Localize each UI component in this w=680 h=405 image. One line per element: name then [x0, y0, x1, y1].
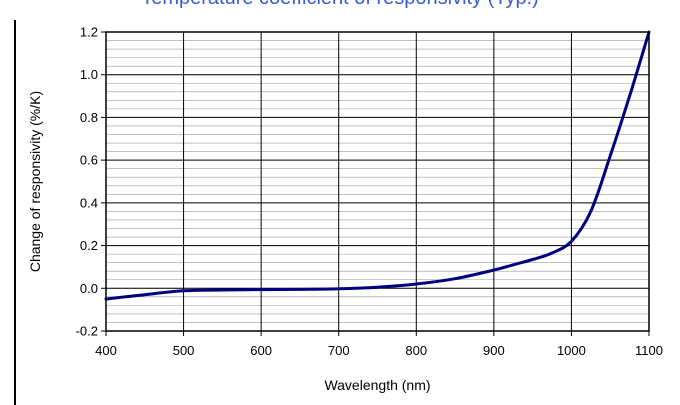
- plot-area-border: [105, 31, 650, 332]
- y-tick-label: -0.2: [76, 324, 98, 339]
- y-tick-label: 0.6: [80, 153, 98, 168]
- series-line: [104, 30, 651, 301]
- left-frame-line: [14, 20, 16, 405]
- major-gridlines: [106, 32, 649, 331]
- y-axis-label: Change of responsivity (%/K): [27, 91, 43, 272]
- x-axis-label: Wavelength (nm): [324, 377, 430, 393]
- y-tick-label: 1.0: [80, 67, 98, 82]
- y-axis-ticks: -0.2 0.0 0.2 0.4 0.6 0.8 1.0 1.2: [76, 25, 106, 339]
- x-tick-label: 500: [173, 343, 195, 358]
- x-tick-label: 600: [250, 343, 272, 358]
- x-tick-label: 800: [405, 343, 427, 358]
- data-series: [104, 30, 651, 301]
- y-tick-label: 0.0: [80, 281, 98, 296]
- y-tick-label: 1.2: [80, 25, 98, 40]
- x-axis-ticks: 400 500 600 700 800 900 1000 1100: [95, 331, 663, 358]
- y-tick-label: 0.8: [80, 110, 98, 125]
- x-tick-label: 400: [95, 343, 117, 358]
- x-tick-label: 1000: [557, 343, 586, 358]
- x-tick-label: 1100: [635, 343, 663, 358]
- x-tick-label: 900: [483, 343, 505, 358]
- chart-title: Temperature coefficient of responsivity …: [0, 0, 680, 10]
- minor-gridlines: [106, 40, 649, 323]
- y-tick-label: 0.2: [80, 238, 98, 253]
- y-tick-label: 0.4: [80, 195, 98, 210]
- x-tick-label: 700: [328, 343, 350, 358]
